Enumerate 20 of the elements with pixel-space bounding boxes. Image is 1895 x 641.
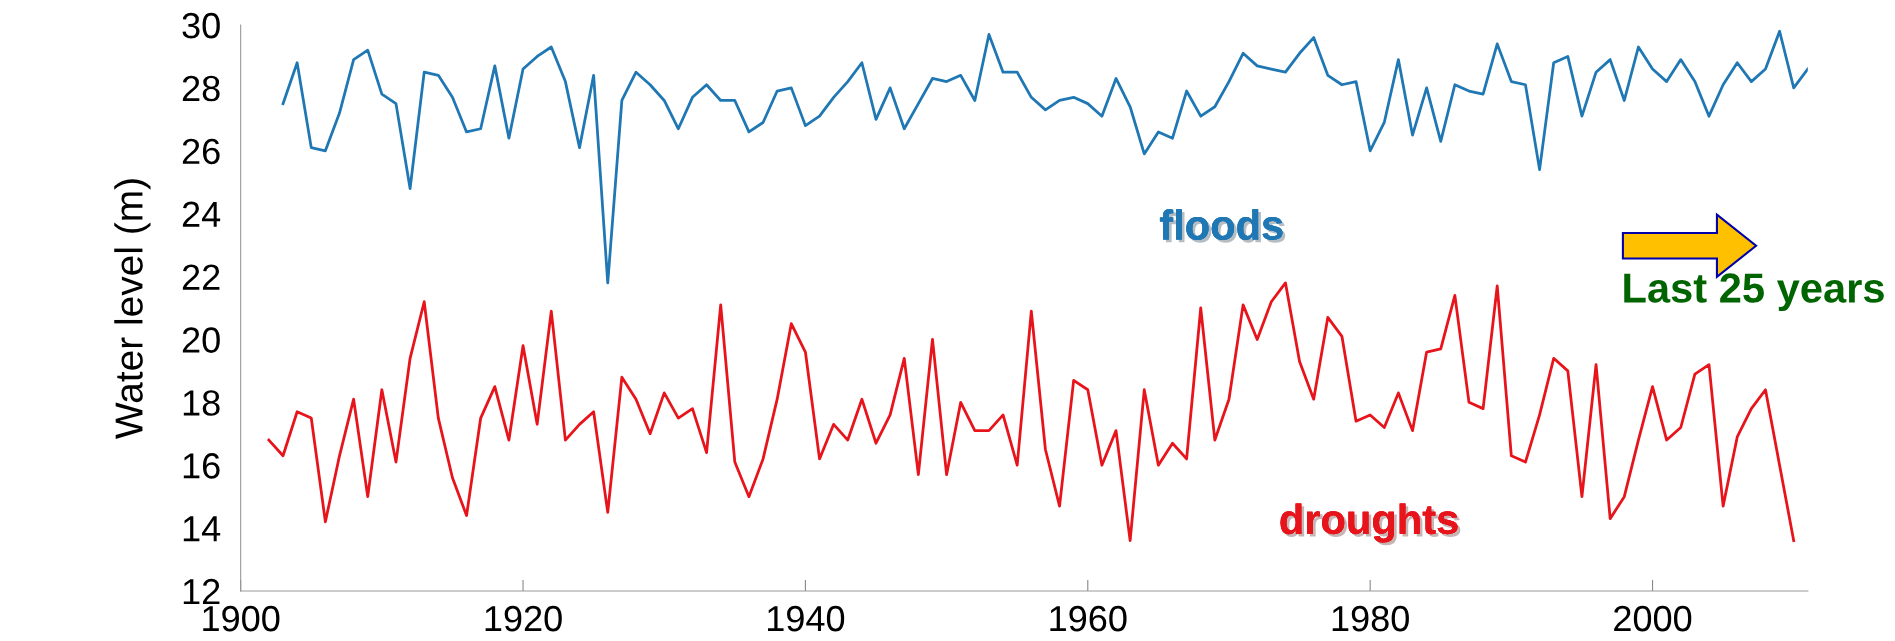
y-tick-label: 24 <box>182 201 221 227</box>
y-tick-label: 14 <box>183 516 221 542</box>
y-tick-label: 12 <box>183 578 220 605</box>
series-label: floods <box>1159 209 1286 243</box>
x-tick-label: 2000 <box>1614 605 1692 632</box>
y-axis-title: Water level (m) <box>114 179 151 439</box>
x-tick-label: 1960 <box>1050 605 1127 632</box>
x-tick-label: 1940 <box>768 605 845 632</box>
y-tick-label: 20 <box>182 327 220 353</box>
y-tick-label: 18 <box>183 390 220 416</box>
x-tick-label: 1980 <box>1332 605 1409 632</box>
y-tick-label: 22 <box>182 264 220 290</box>
y-tick-label: 28 <box>182 75 220 102</box>
x-tick-label: 1920 <box>485 605 562 632</box>
series-label: droughts <box>1280 503 1461 546</box>
x-tick-label: 1900 <box>203 605 280 632</box>
y-tick-label: 16 <box>183 453 220 479</box>
y-tick-label: 26 <box>182 138 220 165</box>
annotation: Last 25 years <box>1624 273 1884 312</box>
y-tick-label: 30 <box>182 12 220 39</box>
